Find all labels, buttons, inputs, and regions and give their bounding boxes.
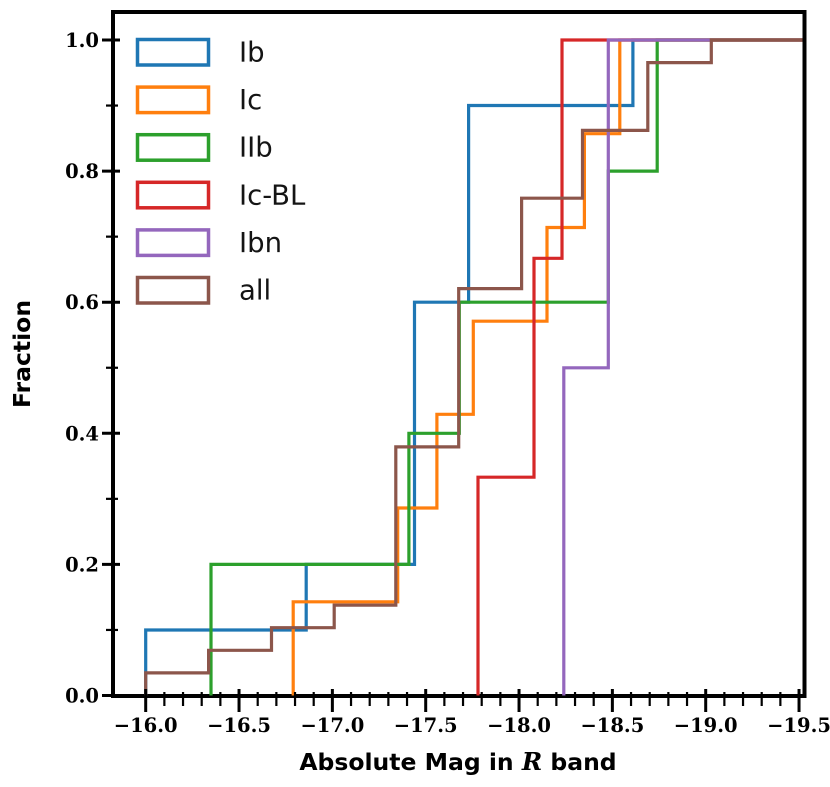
y-tick-label: 1.0 — [65, 29, 99, 52]
legend-swatch-Ib — [135, 37, 211, 67]
x-tick-label: −19.5 — [767, 714, 830, 737]
y-tick-label: 0.4 — [65, 422, 99, 445]
x-tick-label: −16.5 — [207, 714, 271, 737]
legend-item-Ic-BL: Ic-BL — [135, 179, 306, 211]
legend-item-Ibn: Ibn — [135, 227, 282, 259]
legend-swatch-IIb — [135, 132, 211, 162]
series-Ibn-line — [562, 38, 803, 696]
x-tick-label: −17.5 — [394, 714, 458, 737]
legend-label-Ibn: Ibn — [239, 227, 282, 259]
plot-frame-group — [111, 10, 807, 698]
y-tick-label: 0.8 — [65, 160, 99, 183]
x-tick-label: −16.0 — [114, 714, 178, 737]
axis-labels-group: Absolute Mag in R band Fraction — [8, 300, 617, 776]
y-tick-label: 0.6 — [65, 291, 99, 314]
y-tick-label: 0.2 — [65, 553, 99, 576]
y-axis-label: Fraction — [8, 300, 36, 408]
series-group — [144, 38, 803, 696]
plot-frame — [111, 10, 807, 698]
legend-item-all: all — [135, 275, 271, 307]
legend-swatch-all — [135, 275, 211, 305]
legend-label-all: all — [239, 275, 271, 307]
legend-label-IIb: IIb — [239, 132, 273, 164]
series-Ib-line — [144, 38, 803, 696]
x-axis-label: Absolute Mag in R band — [299, 747, 616, 776]
x-tick-label: −17.0 — [300, 714, 364, 737]
series-IIb-line — [209, 38, 803, 696]
series-Ic-line — [291, 38, 803, 696]
legend-item-Ic: Ic — [135, 84, 262, 116]
legend-label-Ic-BL: Ic-BL — [239, 179, 306, 211]
legend-swatch-Ic-BL — [135, 180, 211, 210]
x-tick-label: −19.0 — [674, 714, 738, 737]
legend-swatch-Ic — [135, 85, 211, 115]
ticks-group: −16.0 −16.5 −17.0 −17.5 −18.0 −18.5 −19.0 −19.5… — [65, 29, 830, 737]
legend-label-Ic: Ic — [239, 84, 262, 116]
legend-item-IIb: IIb — [135, 132, 273, 164]
legend-item-Ib: Ib — [135, 37, 265, 69]
legend-label-Ib: Ib — [239, 37, 265, 69]
y-tick-label: 0.0 — [65, 685, 99, 708]
series-Ic-BL-line — [476, 38, 803, 696]
x-tick-label: −18.0 — [487, 714, 551, 737]
legend-group: Ib Ic IIb Ic-BL Ibn all — [135, 37, 306, 307]
x-tick-label: −18.5 — [580, 714, 644, 737]
legend-swatch-Ibn — [135, 228, 211, 258]
series-all-line — [144, 38, 803, 696]
